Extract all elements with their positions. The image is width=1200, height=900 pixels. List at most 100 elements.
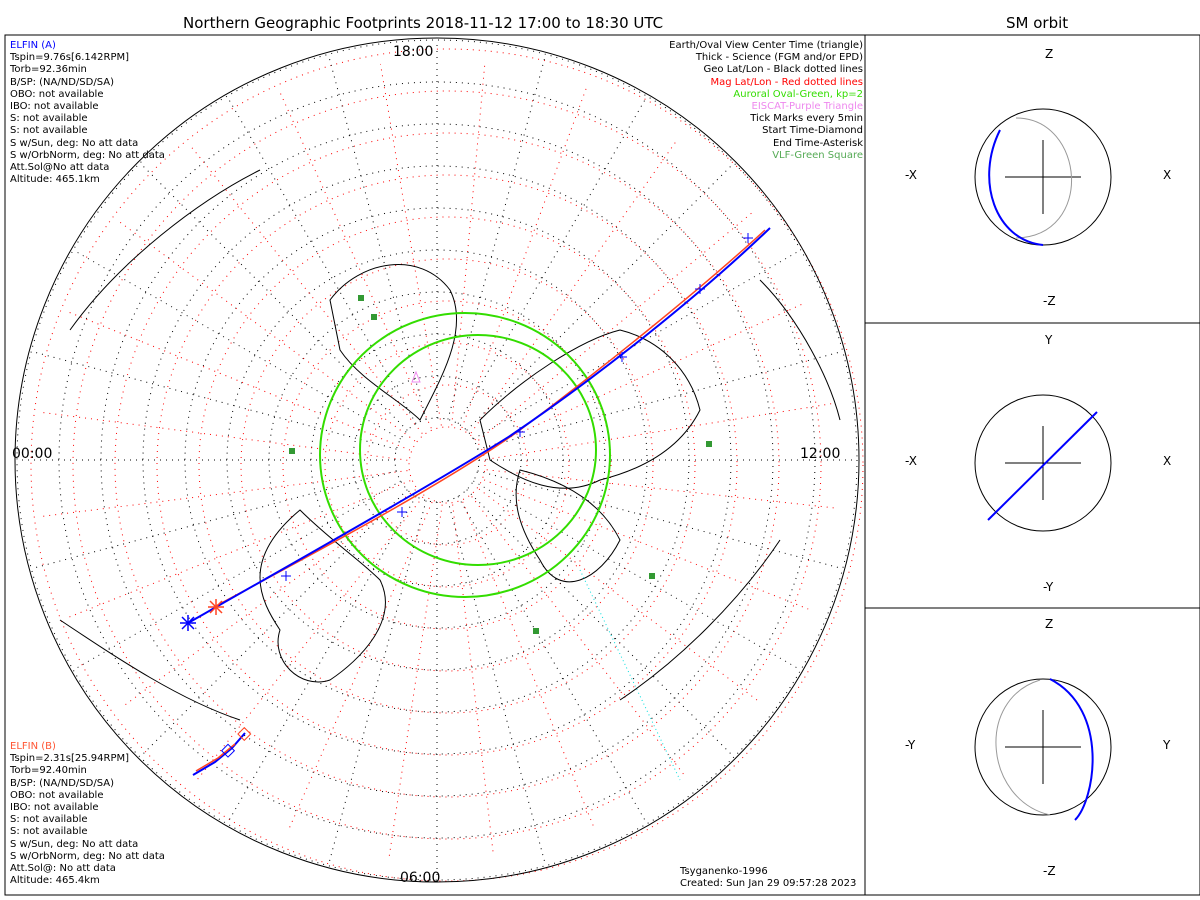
sm-axis-label-left: -X [905, 454, 917, 468]
sm-axis-label-bottom: -Z [1043, 294, 1056, 308]
elfin-a-info-line: Altitude: 465.1km [10, 174, 100, 186]
elfin-a-footprint-track [187, 227, 771, 624]
mag-lat-ring [366, 384, 528, 546]
elfin-a-info-line: OBO: not available [10, 88, 104, 100]
mag-lon-line [471, 496, 685, 775]
time-label-right: 12:00 [800, 446, 841, 462]
legend-item: Mag Lat/Lon - Red dotted lines [710, 76, 863, 88]
mag-lat-ring [114, 132, 780, 798]
time-label-bottom: 06:00 [400, 870, 441, 886]
legend-item: End Time-Asterisk [772, 137, 863, 149]
sm-axis-label-top: Z [1045, 617, 1054, 631]
geo-lon-line [466, 489, 735, 758]
auroral-oval-outer [319, 312, 611, 598]
elfin-a-orbit-xy [987, 411, 1098, 521]
elfin-b-info-line: IBO: not available [10, 802, 99, 814]
plot-title: Northern Geographic Footprints 2018-11-1… [183, 14, 664, 32]
elfin-b-footprint-track [213, 229, 766, 608]
elfin-b-partial-track [195, 743, 236, 772]
elfin-a-info-line: S: not available [10, 113, 88, 125]
lat-lon-grid [14, 37, 864, 883]
geo-lon-line [477, 350, 843, 450]
mag-lon-line [65, 310, 411, 451]
mag-lon-line [461, 88, 587, 429]
geo-lat-ring [184, 207, 690, 713]
elfin-a-info: ELFIN (A) Tspin=9.76s[6.142RPM] Torb=92.3… [10, 40, 165, 186]
mag-lon-line [287, 501, 433, 832]
vlf-square-icon [706, 441, 712, 447]
mag-lat-ring [198, 216, 696, 714]
elfin-b-start-diamond-icon [237, 726, 252, 742]
geo-lat-ring [394, 417, 480, 503]
legend-item: Geo Lat/Lon - Black dotted lines [703, 64, 863, 76]
elfin-b-info-line: Torb=92.40min [10, 765, 87, 777]
elfin-b-info-line: Tspin=2.31s[25.94RPM] [10, 753, 130, 765]
sm-axis-label-left: -X [905, 168, 917, 182]
geo-lon-line [327, 54, 427, 420]
elfin-b-info-line: S w/OrbNorm, deg: No att data [10, 850, 165, 862]
auroral-oval [319, 312, 611, 598]
geo-lon-line [73, 249, 401, 440]
elfin-b-info-line: Altitude: 465.4km [10, 875, 100, 887]
elfin-a-info-line: S w/OrbNorm, deg: No att data [10, 149, 165, 161]
elfin-a-name: ELFIN (A) [10, 40, 56, 51]
mag-lat-ring [408, 426, 486, 504]
legend-item: VLF-Green Square [772, 149, 863, 161]
legend-item: Tick Marks every 5min [750, 113, 863, 125]
mag-lon-line [486, 402, 834, 460]
elfin-a-info-line: S: not available [10, 125, 88, 137]
vlf-square-icon [533, 628, 539, 634]
mag-lon-line [39, 411, 408, 461]
elfin-b-end-asterisk-icon [208, 599, 224, 615]
elfin-a-info-line: S w/Sun, deg: No att data [10, 137, 139, 149]
geo-lon-line [31, 350, 397, 450]
mag-lon-line [189, 145, 423, 434]
legend-item: Thick - Science (FGM and/or EPD) [695, 52, 863, 64]
mag-lon-line [68, 480, 411, 618]
geo-lon-line [473, 480, 801, 671]
elfin-a-info-line: Torb=92.36min [10, 64, 87, 76]
sm-orbit-title: SM orbit [1006, 14, 1069, 32]
mag-lon-line [486, 469, 835, 509]
geo-lon-line [327, 500, 427, 866]
tick-marks [281, 233, 753, 581]
vlf-square-icon [358, 295, 364, 301]
earth-limb [14, 37, 860, 883]
mag-lon-line [279, 91, 432, 429]
geo-lon-line [457, 496, 648, 824]
mag-lon-line [452, 504, 495, 857]
time-label-top: 18:00 [393, 44, 434, 60]
sm-panel-yz-frame [864, 607, 1200, 896]
mag-lon-line [483, 479, 809, 610]
mag-lat-ring [240, 258, 654, 672]
mag-lat-ring [324, 342, 570, 588]
sm-axis-label-right: X [1163, 454, 1172, 468]
elfin-b-info-line: Att.Sol@: No att data [10, 863, 116, 875]
elfin-a-orbit-yz [1049, 678, 1094, 821]
geo-lon-line [31, 470, 397, 570]
elfin-b-orbit-xz [1015, 117, 1073, 239]
mag-lat-ring [30, 48, 864, 882]
view-center-line [579, 569, 681, 781]
sm-axis-label-right: X [1163, 168, 1172, 182]
vlf-stations [289, 295, 712, 634]
mag-lon-line [451, 62, 486, 426]
mag-lon-line [379, 63, 442, 426]
geo-lon-line [477, 470, 843, 570]
auroral-oval-inner [359, 334, 597, 566]
created-timestamp: Created: Sun Jan 29 09:57:28 2023 [680, 878, 857, 889]
mag-lat-ring [156, 174, 738, 756]
geo-lon-line [226, 496, 417, 824]
geo-lon-line [457, 96, 648, 424]
geo-lon-line [447, 54, 547, 420]
mag-lon-line [116, 219, 416, 442]
geo-lon-line [447, 500, 547, 866]
mag-lon-line [196, 496, 424, 781]
vlf-square-icon [289, 448, 295, 454]
sm-axis-label-top: Y [1045, 333, 1053, 347]
legend-item: Earth/Oval View Center Time (triangle) [669, 40, 863, 51]
mag-lon-line [478, 488, 758, 701]
elfin-b-name: ELFIN (B) [10, 741, 56, 752]
mag-lon-line [40, 470, 408, 518]
